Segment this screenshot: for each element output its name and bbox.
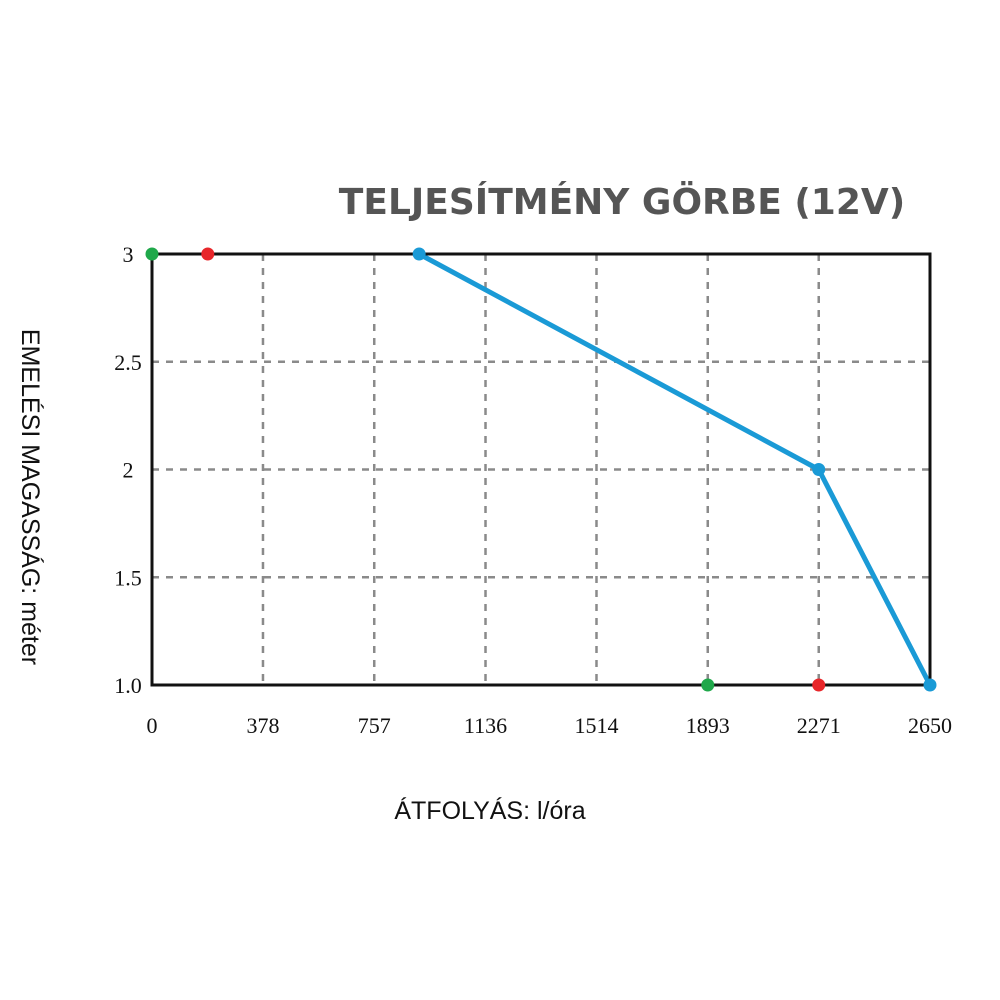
y-axis-ticks: 1.0 1.5 2 2.5 3 [114, 242, 142, 698]
grid [152, 254, 930, 685]
chart-title: TELJESÍTMÉNY GÖRBE (12V) [339, 181, 905, 223]
x-tick-label: 378 [246, 713, 279, 738]
x-tick-label: 1514 [574, 713, 618, 738]
y-tick-label: 1.0 [114, 673, 142, 698]
x-tick-label: 2650 [908, 713, 952, 738]
y-tick-label: 1.5 [114, 565, 142, 590]
series-point [412, 247, 426, 261]
y-tick-label: 2.5 [114, 350, 142, 375]
x-tick-label: 757 [358, 713, 391, 738]
point-marker [701, 678, 715, 692]
x-tick-label: 2271 [797, 713, 841, 738]
point-marker [201, 247, 215, 261]
point-marker [812, 678, 826, 692]
marker-layer [145, 247, 937, 692]
plot-frame [150, 252, 932, 687]
series-point [812, 463, 826, 476]
x-tick-label: 1136 [464, 713, 507, 738]
x-axis-label: ÁTFOLYÁS: l/óra [394, 796, 585, 825]
x-tick-label: 0 [147, 713, 158, 738]
series-point [923, 678, 937, 692]
y-axis-label: EMELÉSI MAGASSÁG: méter [16, 329, 45, 665]
y-tick-label: 3 [123, 242, 134, 267]
x-tick-label: 1893 [686, 713, 730, 738]
x-axis-ticks: 0 378 757 1136 1514 1893 2271 2650 [147, 713, 953, 738]
point-marker [145, 247, 159, 261]
y-tick-label: 2 [123, 458, 134, 483]
